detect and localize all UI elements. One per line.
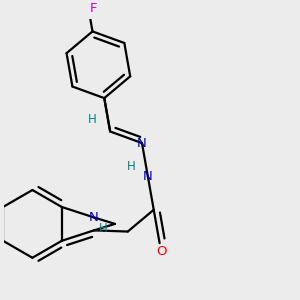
Text: H: H — [99, 222, 108, 235]
Text: O: O — [157, 245, 167, 258]
Text: N: N — [143, 170, 153, 183]
Text: H: H — [88, 113, 97, 126]
Text: H: H — [127, 160, 136, 172]
Text: N: N — [89, 211, 99, 224]
Text: N: N — [137, 136, 147, 150]
Text: F: F — [89, 2, 97, 15]
